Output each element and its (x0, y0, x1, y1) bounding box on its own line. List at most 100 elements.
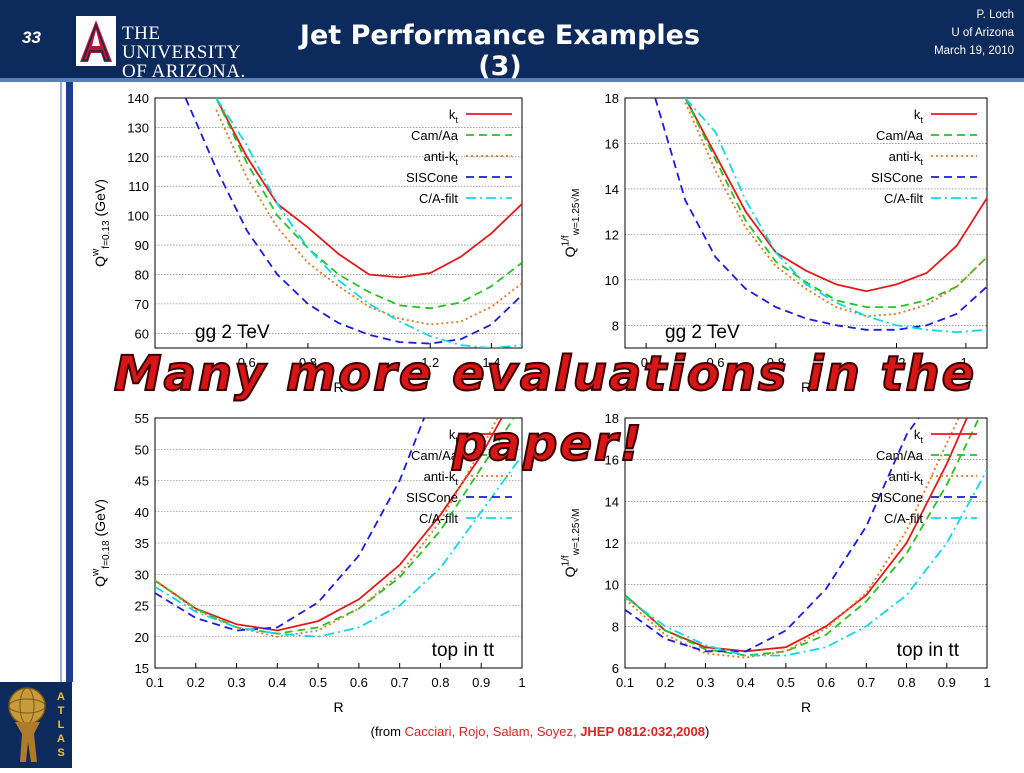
legend-label: anti-kt (424, 149, 459, 167)
x-tick-label: 1 (518, 675, 525, 690)
y-tick-label: 40 (135, 505, 149, 520)
y-tick-label: 120 (127, 150, 149, 165)
x-tick-label: 1.2 (887, 355, 905, 370)
series-line-cafilt (625, 469, 987, 657)
citation-suffix: ) (705, 724, 710, 739)
y-axis-label: Q1/fw=1.25√M (561, 509, 583, 578)
x-tick-label: 0.7 (857, 675, 875, 690)
author-affiliation: U of Arizona (951, 27, 1014, 39)
legend-label: Cam/Aa (411, 128, 459, 143)
x-tick-label: 1.2 (421, 355, 439, 370)
left-accent-bar (66, 82, 73, 682)
x-tick-label: 0.2 (656, 675, 674, 690)
x-tick-label: 0.6 (706, 355, 724, 370)
atlas-figure-icon (0, 682, 72, 768)
legend-label: kt (449, 427, 459, 445)
chart-svg: 60 70 80 90 100 110 120 130 140 0.6 0.8 1.2 1.4 kt Cam… (91, 91, 523, 395)
x-tick-label: 1 (983, 675, 990, 690)
x-tick-label: 0.1 (616, 675, 634, 690)
y-tick-label: 8 (612, 318, 619, 333)
series-line-antikt (155, 418, 499, 638)
x-tick-label: 0.8 (898, 675, 916, 690)
chart-top-quality: 6 8 10 12 14 16 18 0.1 0.2 0.3 0.4 0.5 0.6 0.7 0.8 0.9 1… (555, 410, 995, 720)
x-axis-label: R (333, 699, 343, 715)
chart-annotation: top in tt (432, 640, 495, 661)
x-axis-label: R (801, 379, 811, 395)
x-tick-label: 0.6 (817, 675, 835, 690)
series-line-cam (625, 418, 980, 657)
legend-label: C/A-filt (419, 511, 458, 526)
y-tick-label: 14 (605, 182, 619, 197)
y-tick-label: 80 (135, 267, 149, 282)
left-accent-line (60, 82, 62, 682)
legend-label: C/A-filt (884, 191, 923, 206)
y-axis-label: Qwf=0.13 (GeV) (91, 179, 113, 267)
series-line-cafilt (684, 98, 987, 334)
x-tick-label: 0.9 (938, 675, 956, 690)
legend-label: kt (914, 107, 924, 125)
citation-reference[interactable]: JHEP 0812:032,2008 (580, 724, 705, 739)
series-line-cam (684, 98, 987, 309)
legend-label: anti-kt (424, 469, 459, 487)
legend-label: C/A-filt (884, 511, 923, 526)
y-tick-label: 14 (605, 494, 619, 509)
logo-text-line2: OF ARIZONA. (122, 61, 246, 82)
y-tick-label: 18 (605, 411, 619, 426)
legend-label: Cam/Aa (876, 448, 924, 463)
plot-frame (624, 97, 988, 349)
page-title: Jet Performance Examples (3) (299, 20, 701, 82)
legend-label: SISCone (871, 170, 923, 185)
chart-annotation: top in tt (897, 640, 960, 661)
author-block: P. Loch U of Arizona March 19, 2010 (934, 6, 1014, 60)
series-line-cam (155, 418, 515, 635)
series-line-siscone (625, 418, 920, 653)
y-tick-label: 60 (135, 326, 149, 341)
y-tick-label: 12 (605, 227, 619, 242)
x-tick-label: 0.7 (391, 675, 409, 690)
x-tick-label: 0.4 (737, 675, 755, 690)
y-tick-label: 140 (127, 91, 149, 106)
x-axis-label: R (333, 379, 343, 395)
y-tick-label: 30 (135, 567, 149, 582)
legend-label: C/A-filt (419, 191, 458, 206)
plot-frame (154, 417, 523, 669)
x-axis-label: R (801, 699, 811, 715)
y-tick-label: 70 (135, 297, 149, 312)
y-tick-label: 10 (605, 578, 619, 593)
x-tick-label: 0.8 (767, 355, 785, 370)
series-line-antikt (215, 109, 522, 326)
series-line-kt (684, 98, 987, 293)
y-tick-label: 15 (135, 661, 149, 676)
citation-prefix: (from (370, 724, 405, 739)
series-line-siscone (654, 98, 987, 331)
y-tick-label: 6 (612, 661, 619, 676)
logo-text-line1: THE UNIVERSITY (122, 23, 241, 63)
legend-label: SISCone (406, 490, 458, 505)
y-tick-label: 110 (128, 179, 149, 194)
series-line-cafilt (215, 98, 522, 348)
y-tick-label: 10 (605, 273, 619, 288)
x-tick-label: 0.4 (268, 675, 286, 690)
y-tick-label: 8 (612, 619, 619, 634)
series-line-antikt (684, 102, 987, 318)
chart-svg: 6 8 10 12 14 16 18 0.1 0.2 0.3 0.4 0.5 0.6 0.7 0.8 0.9 1… (561, 411, 991, 715)
series-line-cafilt (155, 454, 522, 638)
y-tick-label: 16 (605, 453, 619, 468)
y-tick-label: 100 (127, 209, 149, 224)
legend-label: SISCone (871, 490, 923, 505)
slide-date: March 19, 2010 (934, 45, 1014, 57)
arizona-a-icon (76, 16, 116, 66)
y-tick-label: 16 (605, 136, 619, 151)
chart-top-mass-resolution: 15 20 25 30 35 40 45 50 55 0.1 0.2 0.3 0.4 0.5 0.6 0.7 0… (85, 410, 530, 720)
university-name: THE UNIVERSITY OF ARIZONA. (122, 24, 254, 81)
chart-gg-quality: 8 10 12 14 16 18 0. 0.6 0.8 1.2 1. kt Cam/Aa anti-kt S… (555, 90, 995, 400)
x-tick-label: 0.5 (309, 675, 327, 690)
y-tick-label: 90 (135, 238, 149, 253)
legend-label: kt (914, 427, 924, 445)
y-tick-label: 12 (605, 536, 619, 551)
legend-label: Cam/Aa (876, 128, 924, 143)
plot-frame (624, 417, 988, 669)
